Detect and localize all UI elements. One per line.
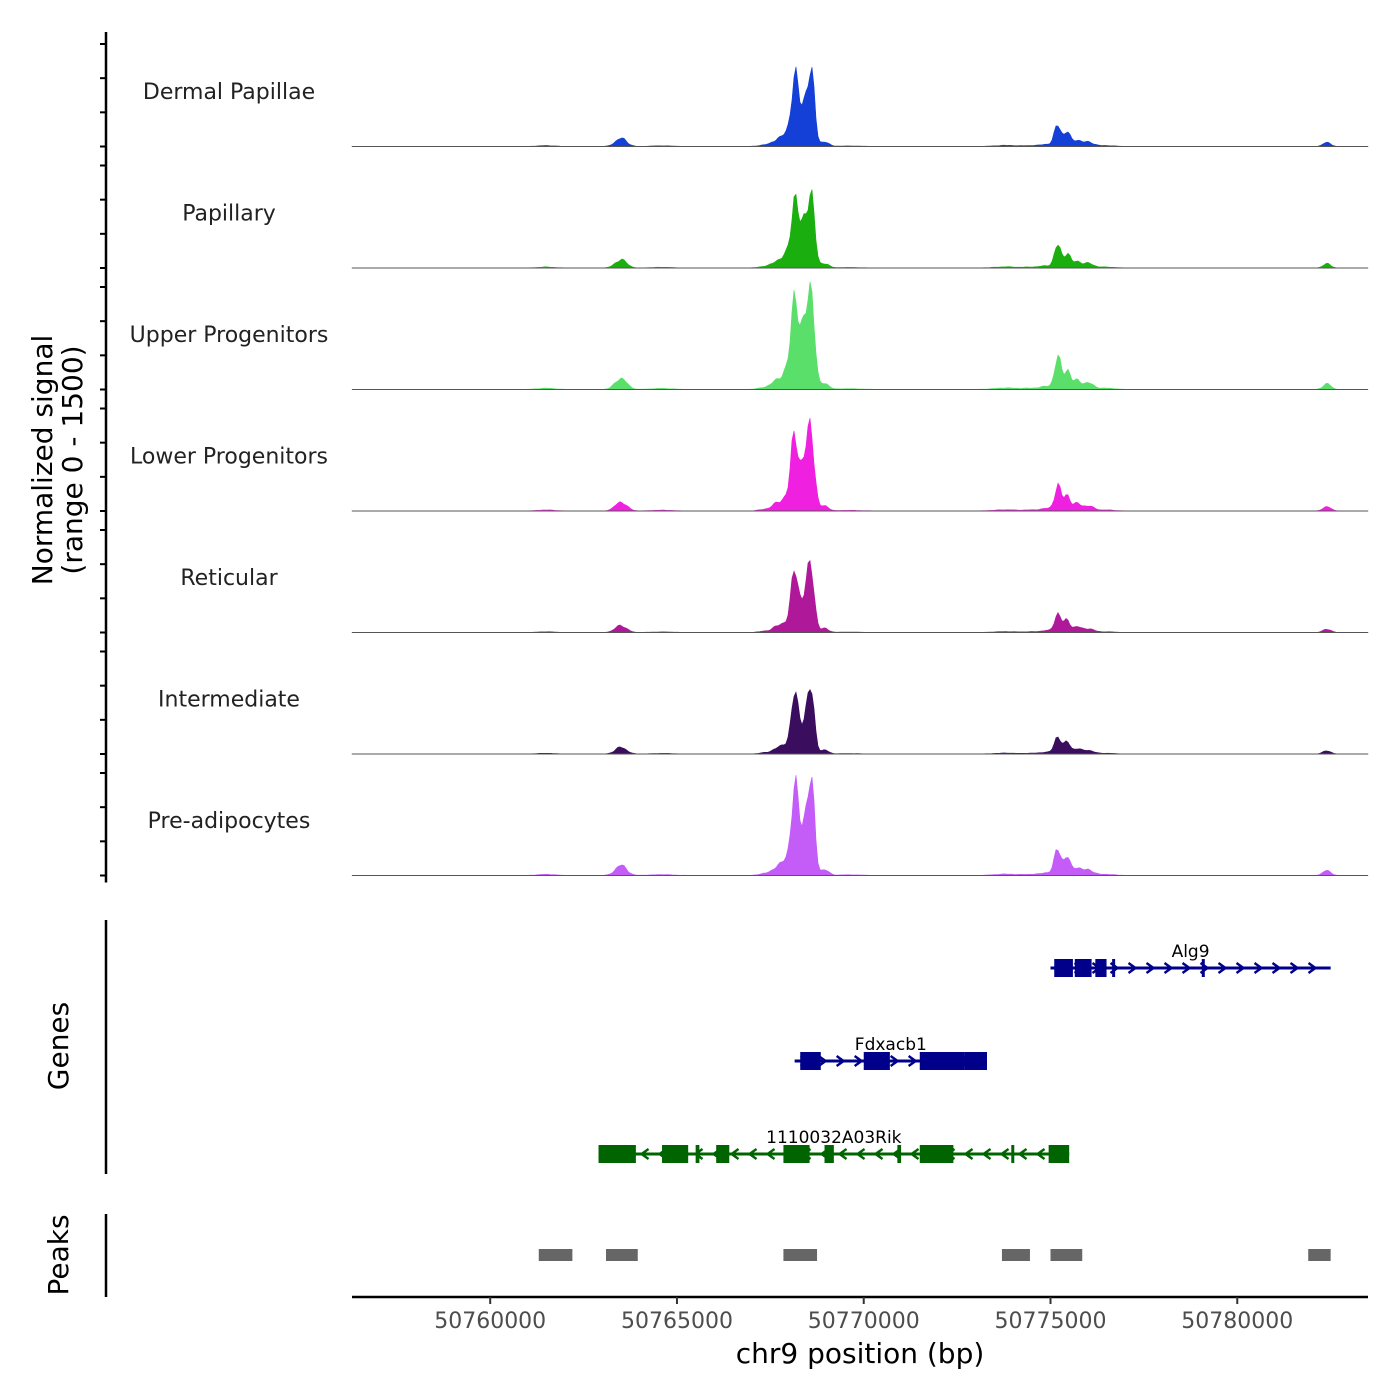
strand-arrow <box>747 1148 758 1160</box>
track-label: Reticular <box>180 566 278 591</box>
strand-arrow <box>1127 962 1138 974</box>
track-reticular: Reticular <box>100 529 1369 634</box>
strand-arrow <box>1017 1148 1028 1160</box>
strand-arrow <box>1253 962 1264 974</box>
strand-arrow <box>1035 1148 1046 1160</box>
track-label: Dermal Papillae <box>143 80 315 105</box>
peak-region <box>1308 1249 1331 1261</box>
strand-arrow <box>765 1148 776 1160</box>
gene-exon <box>1095 959 1107 977</box>
gene-exon <box>863 1052 890 1070</box>
peak-region <box>1050 1249 1083 1261</box>
strand-arrow <box>907 1055 918 1067</box>
coverage-area <box>351 689 1369 755</box>
gene-exon <box>1074 959 1092 977</box>
strand-arrow <box>1307 962 1318 974</box>
coverage-area <box>351 189 1369 269</box>
track-label: Pre-adipocytes <box>148 809 311 834</box>
track-upper-progenitors: Upper Progenitors <box>100 281 1369 391</box>
strand-arrow <box>1181 962 1192 974</box>
peak-region <box>1001 1249 1030 1261</box>
gene-exon <box>783 1145 810 1163</box>
track-label: Papillary <box>182 202 276 227</box>
coverage-panel: Dermal Papillae Papillary Upper Progenitor… <box>100 32 1369 883</box>
strand-arrow <box>817 1055 828 1067</box>
strand-arrow <box>1235 962 1246 974</box>
peak-region <box>783 1249 818 1261</box>
gene-exon <box>1112 959 1116 977</box>
coverage-area <box>351 559 1369 633</box>
gene-label: Fdxacb1 <box>855 1035 927 1055</box>
strand-arrow <box>1271 962 1282 974</box>
x-tick-label: 50770000 <box>808 1309 920 1334</box>
strand-arrow <box>909 1148 920 1160</box>
strand-arrow <box>837 1148 848 1160</box>
track-dermal-papillae: Dermal Papillae <box>100 43 1369 148</box>
gene-exon <box>695 1145 700 1163</box>
peaks-panel-title: Peaks <box>42 1214 75 1295</box>
gene-label: Alg9 <box>1172 942 1210 962</box>
coverage-area <box>351 775 1369 876</box>
coverage-area <box>351 66 1369 147</box>
gene-fdxacb1: Fdxacb1 <box>794 1035 987 1070</box>
gene-exon <box>919 1145 954 1163</box>
gene-exon <box>1048 1145 1070 1163</box>
gene-label: 1110032A03Rik <box>766 1128 902 1148</box>
strand-arrow <box>1163 962 1174 974</box>
peak-region <box>538 1249 573 1261</box>
x-axis: 50760000 50765000 50770000 50775000 50780000 <box>352 1295 1368 1334</box>
gene-exon <box>964 1052 987 1070</box>
gene-1110032a03rik: 1110032A03Rik <box>598 1128 1070 1163</box>
gene-exon <box>1054 959 1073 977</box>
strand-arrow <box>853 1055 864 1067</box>
gene-exon <box>919 1052 965 1070</box>
strand-arrow <box>729 1148 740 1160</box>
track-label: Intermediate <box>158 688 300 713</box>
strand-arrow <box>889 1055 900 1067</box>
track-label: Upper Progenitors <box>130 323 329 348</box>
gene-alg9: Alg9 <box>1050 942 1331 977</box>
x-tick-label: 50780000 <box>1181 1309 1293 1334</box>
peaks-panel <box>104 1214 1331 1297</box>
track-lower-progenitors: Lower Progenitors <box>100 407 1369 512</box>
genes-panel-title: Genes <box>42 1002 75 1090</box>
strand-arrow <box>835 1055 846 1067</box>
coverage-area <box>351 418 1369 512</box>
peak-region <box>606 1249 638 1261</box>
gene-exon <box>662 1145 689 1163</box>
gene-exon <box>800 1052 821 1070</box>
strand-arrow <box>981 1148 992 1160</box>
track-papillary: Papillary <box>100 164 1369 269</box>
y-axis-title-line1: Normalized signal <box>26 335 59 586</box>
strand-arrow <box>639 1148 650 1160</box>
gene-exon <box>598 1145 636 1163</box>
x-tick-label: 50775000 <box>995 1309 1107 1334</box>
strand-arrow <box>693 1148 704 1160</box>
strand-arrow <box>999 1148 1010 1160</box>
gene-exon <box>824 1145 834 1163</box>
strand-arrow <box>963 1148 974 1160</box>
track-intermediate: Intermediate <box>100 650 1369 755</box>
strand-arrow <box>1289 962 1300 974</box>
coverage-area <box>351 281 1369 390</box>
gene-exon <box>1201 959 1205 977</box>
x-axis-title: chr9 position (bp) <box>736 1337 985 1370</box>
strand-arrow <box>1145 962 1156 974</box>
gene-exon <box>897 1145 902 1163</box>
strand-arrow <box>855 1148 866 1160</box>
x-tick-label: 50765000 <box>621 1309 733 1334</box>
y-axis-title-line2: (range 0 - 1500) <box>56 345 89 574</box>
strand-arrow <box>873 1148 884 1160</box>
track-label: Lower Progenitors <box>130 445 328 470</box>
strand-arrow <box>1217 962 1228 974</box>
gene-exon <box>716 1145 730 1163</box>
x-tick-label: 50760000 <box>434 1309 546 1334</box>
track-pre-adipocytes: Pre-adipocytes <box>100 772 1369 877</box>
genes-panel: Alg9 Fdxacb1 1110032A03Rik <box>104 920 1331 1174</box>
gene-exon <box>1011 1145 1015 1163</box>
